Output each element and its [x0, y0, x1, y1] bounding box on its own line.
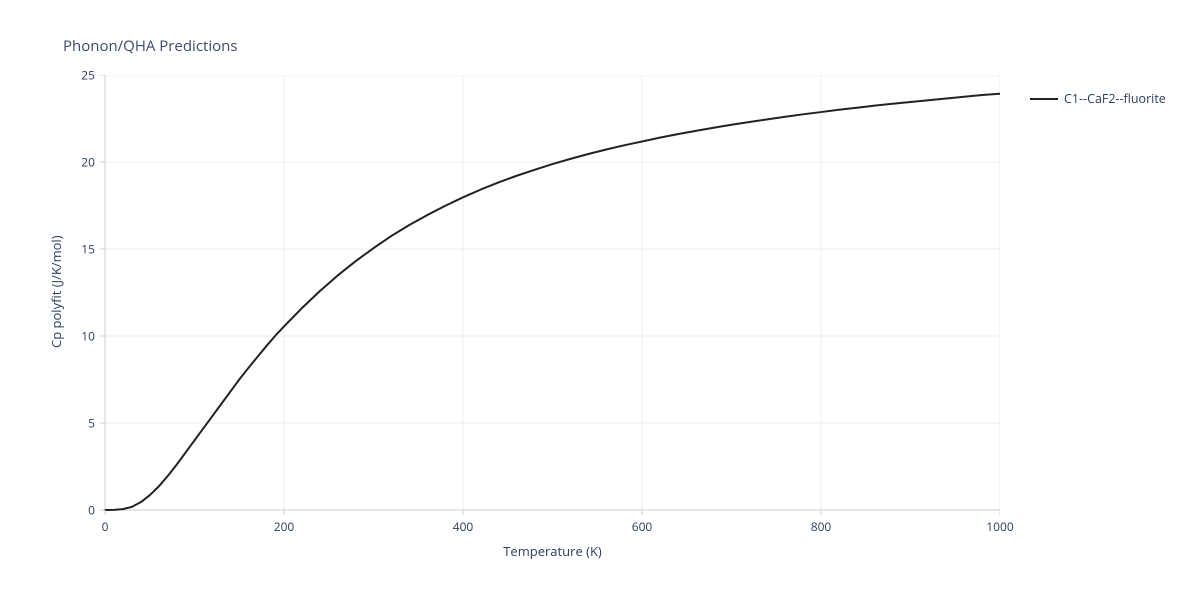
x-tick-label: 400 — [453, 518, 474, 535]
y-tick-label: 0 — [88, 502, 95, 519]
y-tick-label: 25 — [81, 67, 95, 84]
legend: C1--CaF2--fluorite — [1030, 90, 1166, 107]
x-tick-label: 800 — [811, 518, 832, 535]
legend-line-icon — [1030, 98, 1058, 100]
y-tick-label: 20 — [81, 154, 95, 171]
x-tick-label: 600 — [632, 518, 653, 535]
x-axis-label: Temperature (K) — [503, 542, 602, 560]
x-tick-label: 0 — [102, 518, 109, 535]
x-tick-label: 200 — [274, 518, 295, 535]
plot-svg — [99, 75, 1000, 516]
legend-label: C1--CaF2--fluorite — [1064, 90, 1166, 107]
y-tick-label: 10 — [81, 328, 95, 345]
chart-container: Phonon/QHA Predictions Temperature (K) C… — [0, 0, 1200, 600]
x-tick-label: 1000 — [986, 518, 1013, 535]
y-axis-label: Cp polyfit (J/K/mol) — [47, 235, 65, 348]
chart-title: Phonon/QHA Predictions — [63, 36, 238, 56]
y-tick-label: 15 — [81, 241, 95, 258]
y-tick-label: 5 — [88, 415, 95, 432]
